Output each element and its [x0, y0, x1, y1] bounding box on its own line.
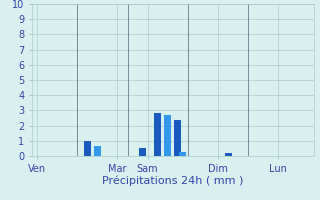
Bar [225, 153, 232, 156]
Bar [94, 146, 101, 156]
Bar [179, 152, 186, 156]
X-axis label: Précipitations 24h ( mm ): Précipitations 24h ( mm ) [102, 175, 244, 186]
Bar [174, 120, 181, 156]
Bar [139, 148, 146, 156]
Bar [84, 141, 91, 156]
Bar [164, 115, 171, 156]
Bar [154, 113, 161, 156]
